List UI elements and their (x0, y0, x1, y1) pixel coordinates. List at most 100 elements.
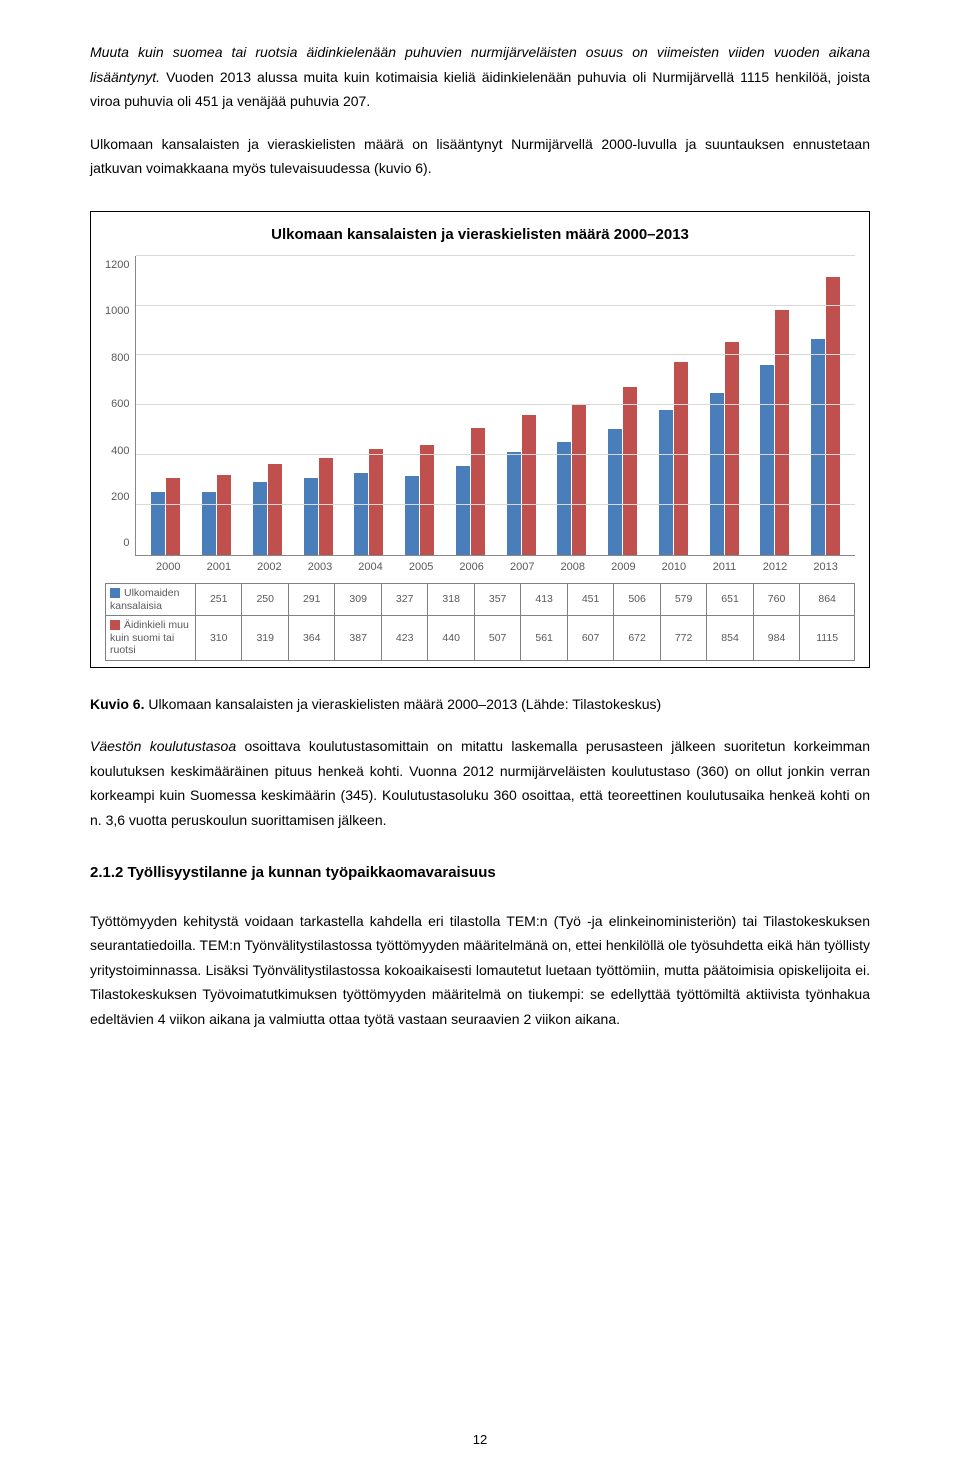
table-cell: 251 (196, 584, 242, 616)
y-tick-label: 600 (111, 395, 129, 414)
x-tick-label: 2000 (147, 558, 189, 577)
table-cell: 387 (335, 616, 381, 661)
bar-series2 (725, 342, 739, 555)
bar-group (449, 256, 492, 555)
gridline (136, 305, 855, 306)
bar-series2 (369, 449, 383, 554)
bar-group (297, 256, 340, 555)
chart-y-axis: 120010008006004002000 (105, 256, 135, 556)
bar-series2 (623, 387, 637, 554)
bar-group (246, 256, 289, 555)
bar-series1 (202, 492, 216, 554)
caption-rest: Ulkomaan kansalaisten ja vieraskielisten… (144, 696, 661, 712)
legend-cell: Äidinkieli muu kuin suomi tai ruotsi (106, 616, 196, 661)
paragraph-2: Ulkomaan kansalaisten ja vieraskielisten… (90, 132, 870, 181)
para1-rest: Vuoden 2013 alussa muita kuin kotimaisia… (90, 69, 870, 110)
legend-swatch (110, 588, 120, 598)
bar-series1 (405, 476, 419, 555)
bar-series2 (268, 464, 282, 555)
bar-series1 (253, 482, 267, 555)
bar-group (703, 256, 746, 555)
x-tick-label: 2011 (703, 558, 745, 577)
x-tick-label: 2013 (804, 558, 846, 577)
table-cell: 561 (521, 616, 567, 661)
x-tick-label: 2012 (754, 558, 796, 577)
table-cell: 423 (381, 616, 427, 661)
paragraph-3: Väestön koulutustasoa osoittava koulutus… (90, 734, 870, 832)
table-cell: 327 (381, 584, 427, 616)
bar-group (398, 256, 441, 555)
table-cell: 607 (567, 616, 613, 661)
bar-series2 (319, 458, 333, 554)
x-tick-label: 2010 (653, 558, 695, 577)
table-cell: 310 (196, 616, 242, 661)
bar-series1 (304, 478, 318, 555)
table-cell: 854 (707, 616, 753, 661)
table-cell: 651 (707, 584, 753, 616)
y-tick-label: 0 (123, 534, 129, 553)
caption-bold: Kuvio 6. (90, 696, 144, 712)
gridline (136, 255, 855, 256)
chart-caption: Kuvio 6. Ulkomaan kansalaisten ja vieras… (90, 692, 870, 717)
y-tick-label: 400 (111, 442, 129, 461)
x-tick-label: 2008 (552, 558, 594, 577)
table-cell: 250 (242, 584, 288, 616)
table-cell: 291 (288, 584, 334, 616)
y-tick-label: 200 (111, 488, 129, 507)
table-cell: 506 (614, 584, 660, 616)
bar-group (348, 256, 391, 555)
table-cell: 672 (614, 616, 660, 661)
table-row: Ulkomaiden kansalaisia251250291309327318… (106, 584, 855, 616)
x-tick-label: 2006 (450, 558, 492, 577)
table-cell: 440 (428, 616, 474, 661)
bar-group (145, 256, 188, 555)
y-tick-label: 1200 (105, 256, 129, 275)
x-tick-label: 2009 (602, 558, 644, 577)
legend-cell: Ulkomaiden kansalaisia (106, 584, 196, 616)
chart-title: Ulkomaan kansalaisten ja vieraskielisten… (105, 222, 855, 248)
bar-series2 (166, 478, 180, 555)
legend-label: Äidinkieli muu kuin suomi tai ruotsi (110, 619, 189, 656)
table-cell: 1115 (800, 616, 855, 661)
paragraph-1: Muuta kuin suomea tai ruotsia äidinkiele… (90, 40, 870, 114)
x-tick-label: 2001 (198, 558, 240, 577)
gridline (136, 404, 855, 405)
bar-series2 (217, 475, 231, 554)
bar-group (754, 256, 797, 555)
table-cell: 984 (753, 616, 799, 661)
bar-series2 (420, 445, 434, 555)
chart-bars (136, 256, 855, 555)
table-cell: 451 (567, 584, 613, 616)
bar-series1 (659, 410, 673, 554)
table-cell: 864 (800, 584, 855, 616)
table-cell: 413 (521, 584, 567, 616)
bar-group (804, 256, 847, 555)
bar-group (500, 256, 543, 555)
chart-plot-area: 120010008006004002000 (105, 256, 855, 556)
table-cell: 318 (428, 584, 474, 616)
gridline (136, 504, 855, 505)
bar-series1 (811, 339, 825, 554)
legend-swatch (110, 620, 120, 630)
bar-series2 (572, 404, 586, 555)
bar-series2 (522, 415, 536, 555)
bar-group (195, 256, 238, 555)
table-cell: 579 (660, 584, 706, 616)
x-tick-label: 2007 (501, 558, 543, 577)
chart-container: Ulkomaan kansalaisten ja vieraskielisten… (90, 211, 870, 668)
bar-group (652, 256, 695, 555)
para3-italic: Väestön koulutustasoa (90, 738, 236, 754)
x-tick-label: 2005 (400, 558, 442, 577)
table-cell: 364 (288, 616, 334, 661)
table-cell: 319 (242, 616, 288, 661)
x-tick-label: 2004 (349, 558, 391, 577)
bar-group (601, 256, 644, 555)
bar-series1 (710, 393, 724, 555)
table-row: Äidinkieli muu kuin suomi tai ruotsi3103… (106, 616, 855, 661)
chart-plot (135, 256, 855, 556)
bar-group (551, 256, 594, 555)
bar-series2 (775, 310, 789, 555)
section-heading: 2.1.2 Työllisyystilanne ja kunnan työpai… (90, 860, 870, 886)
y-tick-label: 800 (111, 349, 129, 368)
bar-series1 (608, 429, 622, 555)
